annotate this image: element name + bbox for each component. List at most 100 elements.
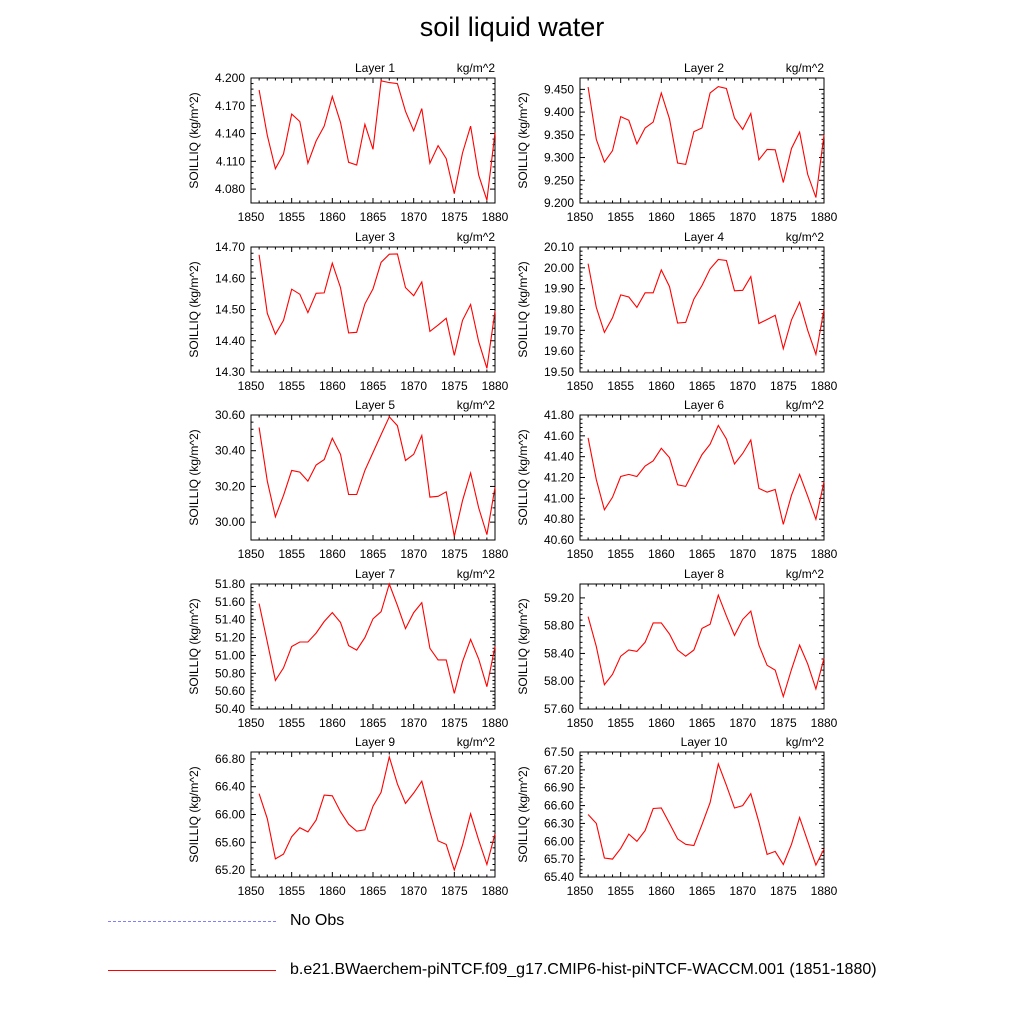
x-tick-label: 1865	[689, 210, 716, 224]
plot-frame	[250, 246, 496, 373]
x-tick-label: 1880	[482, 210, 509, 224]
x-tick-label: 1860	[648, 884, 675, 898]
series-line	[258, 253, 496, 369]
y-tick-label: 30.60	[215, 408, 245, 422]
panel-title: Layer 9	[355, 735, 395, 749]
legend-model-label: b.e21.BWaerchem-piNTCF.f09_g17.CMIP6-his…	[290, 961, 877, 978]
x-tick-label: 1865	[360, 210, 387, 224]
y-tick-label: 9.350	[544, 128, 574, 142]
plot-frame	[250, 583, 496, 710]
panel-units: kg/m^2	[457, 61, 496, 75]
x-tick-label: 1855	[278, 210, 305, 224]
x-tick-label: 1865	[689, 716, 716, 730]
y-tick-label: 19.70	[544, 323, 574, 337]
y-tick-label: 9.400	[544, 105, 574, 119]
y-tick-label: 4.200	[215, 71, 245, 85]
y-tick-label: 4.140	[215, 127, 245, 141]
y-tick-label: 19.50	[544, 365, 574, 379]
y-tick-label: 67.50	[544, 745, 574, 759]
y-tick-label: 14.30	[215, 365, 245, 379]
y-axis-label: SOILLIQ (kg/m^2)	[516, 766, 530, 862]
y-tick-label: 65.60	[215, 835, 245, 849]
plot-frame	[579, 583, 825, 710]
panel-title: Layer 6	[684, 398, 724, 412]
x-tick-label: 1880	[482, 884, 509, 898]
plot-frame	[250, 414, 496, 541]
y-axis-label: SOILLIQ (kg/m^2)	[516, 429, 530, 525]
panel-units: kg/m^2	[457, 735, 496, 749]
y-axis-label: SOILLIQ (kg/m^2)	[187, 92, 201, 188]
y-tick-label: 40.60	[544, 533, 574, 547]
y-tick-label: 51.60	[215, 595, 245, 609]
y-tick-label: 41.20	[544, 471, 574, 485]
panel-title: Layer 5	[355, 398, 395, 412]
y-axis-label: SOILLIQ (kg/m^2)	[516, 261, 530, 357]
y-tick-label: 65.70	[544, 852, 574, 866]
x-tick-label: 1850	[238, 716, 265, 730]
panel-units: kg/m^2	[457, 567, 496, 581]
y-tick-label: 41.40	[544, 450, 574, 464]
x-tick-label: 1855	[278, 379, 305, 393]
panel-units: kg/m^2	[457, 398, 496, 412]
series-line	[258, 754, 496, 872]
y-tick-label: 66.30	[544, 816, 574, 830]
y-axis-label: SOILLIQ (kg/m^2)	[516, 598, 530, 694]
y-tick-label: 14.60	[215, 271, 245, 285]
plot-frame	[579, 77, 825, 204]
y-tick-label: 4.110	[216, 154, 245, 168]
x-tick-label: 1870	[729, 379, 756, 393]
y-axis-label: SOILLIQ (kg/m^2)	[516, 92, 530, 188]
panel-title: Layer 3	[355, 230, 395, 244]
y-tick-label: 66.00	[215, 808, 245, 822]
series-line	[258, 80, 496, 201]
x-tick-label: 1865	[360, 379, 387, 393]
y-tick-label: 30.40	[215, 444, 245, 458]
panel-units: kg/m^2	[786, 61, 825, 75]
x-tick-label: 1875	[441, 716, 468, 730]
panel-title: Layer 10	[681, 735, 728, 749]
y-tick-label: 14.70	[215, 240, 245, 254]
x-tick-label: 1865	[360, 547, 387, 561]
x-tick-label: 1860	[648, 547, 675, 561]
panel-title: Layer 4	[684, 230, 724, 244]
x-tick-label: 1865	[689, 379, 716, 393]
x-tick-label: 1850	[567, 547, 594, 561]
x-tick-label: 1855	[607, 716, 634, 730]
plot-frame	[579, 414, 825, 541]
y-tick-label: 19.60	[544, 344, 574, 358]
y-tick-label: 30.00	[215, 515, 245, 529]
y-tick-label: 66.60	[544, 799, 574, 813]
y-tick-label: 58.80	[544, 619, 574, 633]
x-tick-label: 1855	[607, 547, 634, 561]
y-tick-label: 41.80	[544, 408, 574, 422]
x-tick-label: 1870	[729, 547, 756, 561]
x-tick-label: 1860	[648, 210, 675, 224]
y-axis-label: SOILLIQ (kg/m^2)	[187, 598, 201, 694]
y-tick-label: 14.40	[215, 334, 245, 348]
series-line	[258, 415, 496, 537]
y-tick-label: 19.80	[544, 303, 574, 317]
x-tick-label: 1875	[770, 547, 797, 561]
y-tick-label: 66.90	[544, 781, 574, 795]
y-tick-label: 9.300	[544, 151, 574, 165]
x-tick-label: 1865	[689, 884, 716, 898]
x-tick-label: 1870	[400, 379, 427, 393]
x-tick-label: 1850	[238, 379, 265, 393]
x-tick-label: 1855	[278, 547, 305, 561]
y-tick-label: 40.80	[544, 512, 574, 526]
panel-units: kg/m^2	[786, 230, 825, 244]
x-tick-label: 1880	[482, 716, 509, 730]
x-tick-label: 1880	[482, 379, 509, 393]
y-tick-label: 67.20	[544, 763, 574, 777]
series-line	[587, 593, 825, 699]
y-axis-label: SOILLIQ (kg/m^2)	[187, 766, 201, 862]
y-axis-label: SOILLIQ (kg/m^2)	[187, 261, 201, 357]
x-tick-label: 1870	[729, 210, 756, 224]
x-tick-label: 1870	[400, 210, 427, 224]
y-tick-label: 4.080	[215, 182, 245, 196]
y-tick-label: 58.00	[544, 674, 574, 688]
legend-no-obs-line	[108, 921, 276, 922]
panel-units: kg/m^2	[457, 230, 496, 244]
x-tick-label: 1865	[360, 716, 387, 730]
